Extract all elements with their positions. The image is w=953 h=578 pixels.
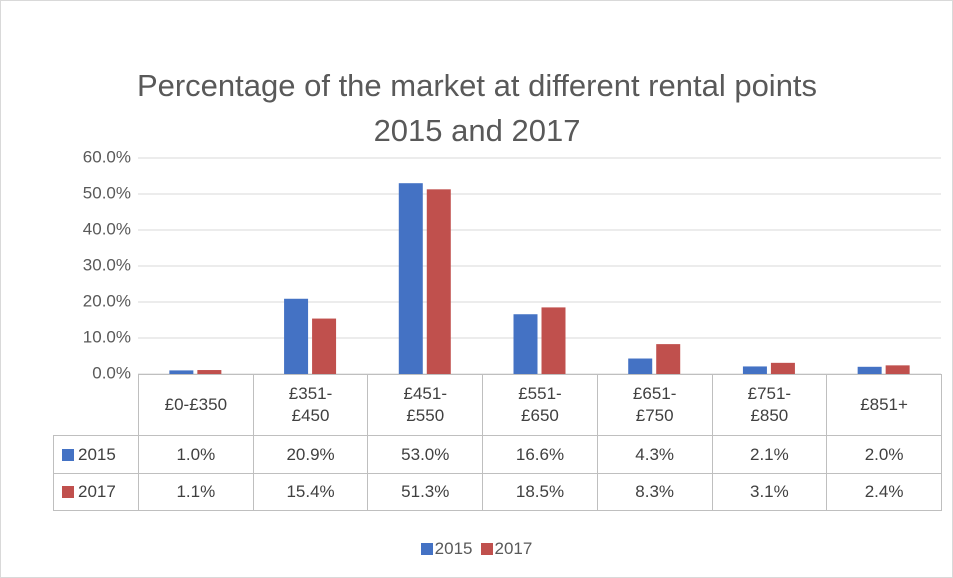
value-cell: 8.3% — [596, 473, 713, 511]
category-cell: £0-£350 — [138, 374, 254, 436]
y-tick-label: 20.0% — [83, 291, 131, 310]
value-cell: 15.4% — [252, 473, 369, 511]
y-tick-label: 10.0% — [83, 327, 131, 346]
bar — [398, 183, 423, 374]
blank-cell — [53, 374, 139, 436]
category-row: £0-£350 £351-£450 £451-£550 £551-£650 £651-£… — [53, 374, 942, 436]
value-cell: 16.6% — [482, 435, 598, 474]
category-cell: £551-£650 — [482, 374, 598, 436]
bar — [312, 318, 337, 374]
legend-item: 2015 — [420, 539, 473, 558]
value-cell: 4.3% — [596, 435, 713, 474]
category-cell: £851+ — [826, 374, 942, 436]
y-tick-label: 60.0% — [83, 147, 131, 166]
legend-key — [62, 448, 74, 461]
series-cell: 2015 — [53, 435, 139, 474]
value-cell: 53.0% — [367, 435, 484, 474]
value-cell: 2.1% — [711, 435, 828, 474]
bar — [541, 307, 566, 374]
bar — [885, 365, 910, 374]
y-tick-label: 40.0% — [83, 219, 131, 238]
category-cell: £351-£450 — [252, 374, 369, 436]
category-cell: £451-£550 — [367, 374, 484, 436]
bar — [169, 370, 194, 374]
bar — [197, 370, 222, 374]
x-tick-label: £751-£850 — [747, 384, 792, 425]
category-cell: £751-£850 — [711, 374, 828, 436]
x-tick-label: £551-£650 — [518, 384, 562, 425]
legend-key — [480, 543, 493, 555]
bar — [656, 344, 681, 374]
y-tick-label: 30.0% — [83, 255, 131, 274]
value-cell: 20.9% — [252, 435, 369, 474]
legend-key — [420, 543, 433, 555]
data-table: £0-£350 £351-£450 £451-£550 £551-£650 £651-£… — [53, 374, 942, 511]
bar — [513, 314, 538, 374]
x-tick-label: £351-£450 — [288, 384, 333, 425]
chart-title: Percentage of the market at different re… — [136, 68, 818, 148]
bar — [857, 366, 882, 374]
legend: 2015 2017 — [1, 539, 952, 559]
legend-key — [62, 486, 74, 498]
value-cell: 1.0% — [138, 435, 254, 474]
series-row: 2017 1.1% 15.4% 51.3% 18.5% 8.3% 3.1% 2.4% — [53, 473, 942, 511]
value-cell: 51.3% — [367, 473, 484, 511]
bar — [770, 362, 795, 374]
value-cell: 18.5% — [482, 473, 598, 511]
legend-label: 2015 — [434, 539, 473, 558]
series-name: 2017 — [78, 482, 116, 501]
x-tick-label: £0-£350 — [164, 395, 228, 414]
bar — [628, 358, 653, 374]
legend-item: 2017 — [480, 539, 533, 558]
value-cell: 2.0% — [826, 435, 942, 474]
legend-label: 2017 — [494, 539, 533, 558]
series-cell: 2017 — [53, 473, 139, 511]
y-tick-label: 50.0% — [83, 183, 131, 202]
x-tick-label: £451-£550 — [403, 384, 447, 425]
value-cell: 2.4% — [826, 473, 942, 511]
bar — [426, 189, 451, 374]
series-row: 2015 1.0% 20.9% 53.0% 16.6% 4.3% 2.1% 2.0% — [53, 435, 942, 474]
category-cell: £651-£750 — [596, 374, 713, 436]
series-name: 2015 — [78, 444, 116, 464]
x-tick-label: £651-£750 — [632, 384, 677, 425]
bar — [742, 366, 767, 374]
x-tick-label: £851+ — [860, 395, 908, 414]
bar — [284, 298, 309, 374]
value-cell: 3.1% — [711, 473, 828, 511]
value-cell: 1.1% — [138, 473, 254, 511]
